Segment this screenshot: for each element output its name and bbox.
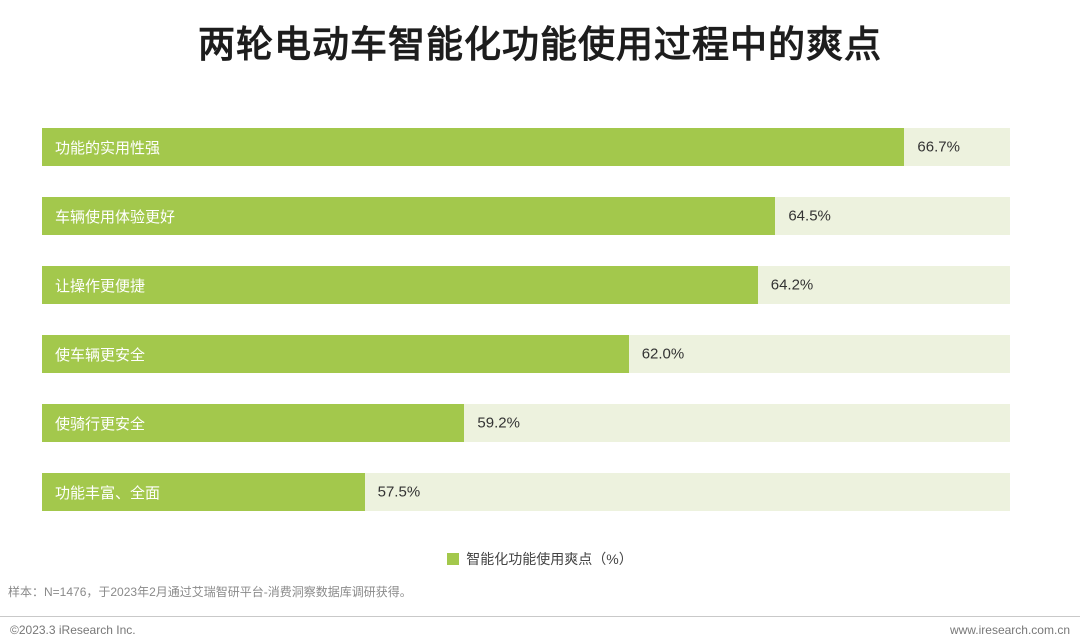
category-label: 车辆使用体验更好 <box>55 208 176 226</box>
bar-track: 让操作更便捷 64.2% <box>42 266 1010 304</box>
bar-track: 使车辆更安全 62.0% <box>42 335 1010 373</box>
bar-row: 让操作更便捷 64.2% <box>42 266 1010 304</box>
bar-chart: 功能的实用性强 66.7% 车辆使用体验更好 64.5% 让操作更便捷 64.2% 使车辆更… <box>42 128 1010 542</box>
legend-label: 智能化功能使用爽点（%） <box>466 551 633 567</box>
category-label: 功能丰富、全面 <box>55 484 161 502</box>
bar-track: 功能的实用性强 66.7% <box>42 128 1010 166</box>
bar-row: 使车辆更安全 62.0% <box>42 335 1010 373</box>
category-label: 让操作更便捷 <box>55 277 146 295</box>
value-label: 64.5% <box>788 207 831 225</box>
sample-note: 样本：N=1476，于2023年2月通过艾瑞智研平台-消费洞察数据库调研获得。 <box>8 585 412 599</box>
bar-row: 车辆使用体验更好 64.5% <box>42 197 1010 235</box>
bar-row: 使骑行更安全 59.2% <box>42 404 1010 442</box>
legend-swatch-icon <box>447 553 460 565</box>
chart-title: 两轮电动车智能化功能使用过程中的爽点 <box>198 24 882 65</box>
bar-track: 使骑行更安全 59.2% <box>42 404 1010 442</box>
bar-track: 车辆使用体验更好 64.5% <box>42 197 1010 235</box>
bar: 使骑行更安全 <box>42 404 465 442</box>
category-label: 使车辆更安全 <box>55 346 146 364</box>
category-label: 使骑行更安全 <box>55 415 146 433</box>
category-label: 功能的实用性强 <box>55 139 161 157</box>
bar-track: 功能丰富、全面 57.5% <box>42 473 1010 511</box>
value-label: 64.2% <box>770 276 814 294</box>
bar: 功能丰富、全面 <box>42 473 365 511</box>
bar-row: 功能丰富、全面 57.5% <box>42 473 1010 511</box>
bar: 车辆使用体验更好 <box>42 197 776 235</box>
value-label: 66.7% <box>917 138 960 156</box>
footer-website: www.iresearch.com.cn <box>949 622 1070 637</box>
legend: 智能化功能使用爽点（%） <box>0 549 1080 569</box>
footer: ©2023.3 iResearch Inc. www.iresearch.com… <box>0 616 1080 642</box>
bar: 功能的实用性强 <box>42 128 905 166</box>
footer-copyright: ©2023.3 iResearch Inc. <box>10 622 136 637</box>
value-label: 62.0% <box>641 345 685 363</box>
bar-row: 功能的实用性强 66.7% <box>42 128 1010 166</box>
bar: 让操作更便捷 <box>42 266 758 304</box>
value-label: 59.2% <box>477 414 520 432</box>
value-label: 57.5% <box>377 483 421 501</box>
bar: 使车辆更安全 <box>42 335 629 373</box>
